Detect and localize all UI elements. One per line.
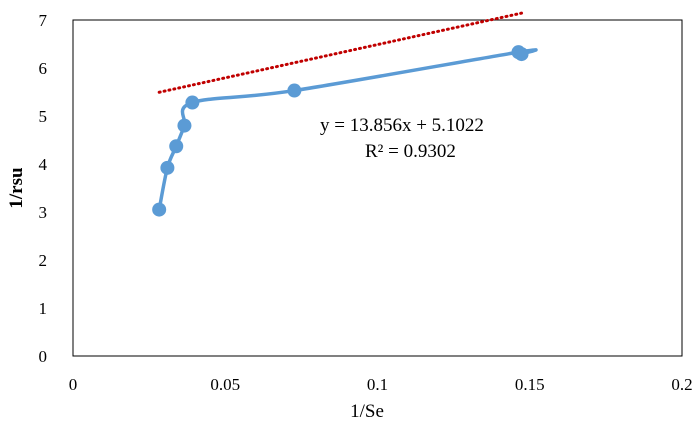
y-tick-label: 3 [39, 203, 48, 222]
data-point [287, 83, 302, 98]
data-point [160, 160, 175, 175]
x-tick-label: 0.2 [671, 375, 692, 394]
y-tick-labels: 0 1 2 3 4 5 6 7 [39, 11, 48, 366]
data-point [185, 95, 200, 110]
x-tick-label: 0.1 [367, 375, 388, 394]
r-squared-label: R² = 0.9302 [365, 141, 456, 162]
x-tick-label: 0.15 [515, 375, 545, 394]
y-tick-label: 0 [39, 347, 48, 366]
x-tick-labels: 0 0.05 0.1 0.15 0.2 [69, 375, 693, 394]
y-axis-title: 1/rsu [6, 167, 27, 209]
data-point [177, 118, 192, 133]
data-point [152, 202, 167, 217]
data-point [514, 47, 529, 62]
y-tick-label: 7 [39, 11, 48, 30]
x-axis-title: 1/Se [350, 401, 384, 422]
data-point [169, 139, 184, 154]
trendline [157, 11, 524, 94]
data-points [152, 45, 529, 217]
y-tick-label: 2 [39, 251, 48, 270]
trendline-equation: y = 13.856x + 5.1022 [320, 115, 484, 136]
y-tick-label: 6 [39, 59, 48, 78]
x-tick-label: 0 [69, 375, 78, 394]
y-tick-label: 4 [39, 155, 48, 174]
y-tick-label: 1 [39, 299, 48, 318]
y-tick-label: 5 [39, 107, 48, 126]
x-tick-label: 0.05 [210, 375, 240, 394]
